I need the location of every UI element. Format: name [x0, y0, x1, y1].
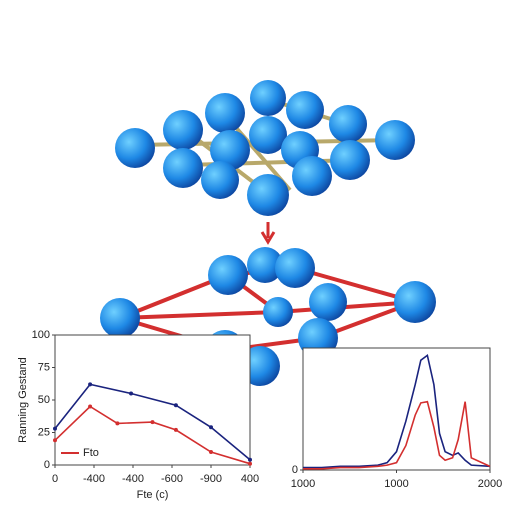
point [248, 461, 252, 466]
y-tick-label: 25 [38, 426, 50, 438]
y-tick-label: 100 [32, 329, 50, 341]
point [209, 450, 213, 454]
legend-label: Fto [83, 447, 99, 459]
x-tick-label: 0 [52, 473, 58, 485]
arrow [260, 222, 276, 245]
x-tick-label: -400 [122, 473, 144, 485]
point [248, 457, 252, 462]
point [53, 438, 57, 443]
x-tick-label: -400 [83, 473, 105, 485]
x-tick-label: -900 [200, 473, 222, 485]
y-axis-label: Ranning Gestand [17, 357, 29, 443]
x-tick-label: 1000 [384, 478, 408, 490]
point [173, 403, 178, 408]
y-tick-label: 75 [38, 361, 50, 373]
point [209, 425, 213, 430]
y-tick-label: 50 [38, 394, 50, 406]
series-line [303, 400, 491, 470]
x-tick-label: -600 [161, 473, 183, 485]
point [53, 426, 57, 431]
series-line [54, 383, 251, 461]
y-tick-label: 0 [44, 459, 50, 471]
x-axis-label: Fte (c) [137, 489, 169, 501]
x-tick-label: 1000 [291, 478, 315, 490]
series-line [303, 353, 491, 469]
point [173, 427, 178, 432]
left-chart: 0 25 50 75 100 0 -400 -400 -600 -900 400 Fte (c) Ran… [17, 329, 259, 501]
point [150, 420, 155, 425]
y-tick-label: 0 [292, 464, 298, 476]
point [115, 421, 120, 426]
x-tick-label: 400 [241, 473, 259, 485]
plot-frame [54, 334, 251, 466]
point [129, 391, 134, 396]
x-tick-label: 2000 [478, 478, 502, 490]
lattice-top-atoms [115, 80, 415, 216]
point [88, 404, 93, 409]
right-chart: 0 1000 1000 2000 [291, 347, 502, 490]
point [88, 382, 93, 387]
